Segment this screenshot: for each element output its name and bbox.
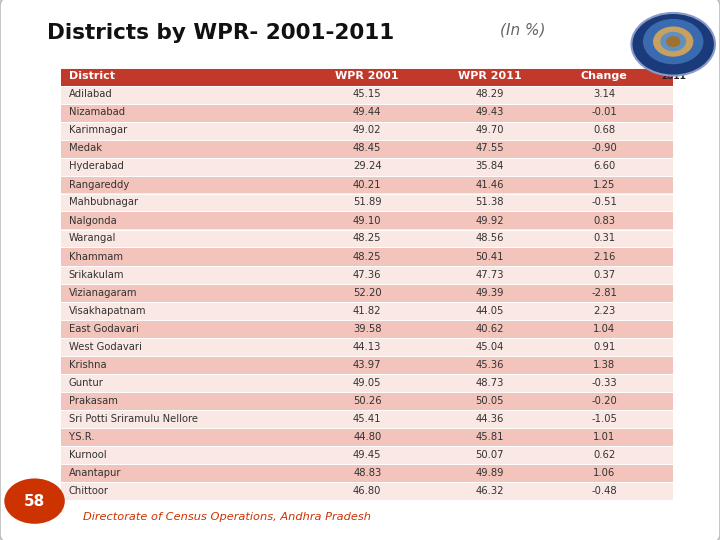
Text: 1.38: 1.38	[593, 360, 616, 369]
Text: 49.39: 49.39	[475, 287, 504, 298]
Text: 51.38: 51.38	[475, 198, 504, 207]
Text: 0.68: 0.68	[593, 125, 616, 136]
Bar	[61, 301, 673, 320]
Text: Districts by WPR- 2001-2011: Districts by WPR- 2001-2011	[47, 23, 394, 43]
Text: Y.S.R.: Y.S.R.	[68, 431, 95, 442]
Text: Directorate of Census Operations, Andhra Pradesh: Directorate of Census Operations, Andhra…	[83, 512, 371, 522]
Bar	[61, 122, 673, 139]
Bar	[61, 428, 673, 445]
Text: 45.36: 45.36	[475, 360, 504, 369]
Text: 45.41: 45.41	[353, 414, 382, 423]
Text: 49.89: 49.89	[475, 468, 504, 477]
Text: 6.60: 6.60	[593, 161, 616, 172]
Bar	[61, 139, 673, 158]
Text: 40.21: 40.21	[353, 179, 382, 190]
Text: 50.05: 50.05	[475, 395, 504, 406]
Text: 0.31: 0.31	[593, 233, 616, 244]
Text: 49.92: 49.92	[475, 215, 504, 226]
Text: 48.73: 48.73	[475, 377, 504, 388]
Bar	[61, 374, 673, 391]
Text: -1.05: -1.05	[591, 414, 617, 423]
Text: Change: Change	[581, 71, 628, 82]
Text: 44.05: 44.05	[475, 306, 504, 315]
Text: 44.80: 44.80	[353, 431, 382, 442]
Circle shape	[631, 13, 715, 76]
Text: -0.33: -0.33	[592, 377, 617, 388]
Text: 45.81: 45.81	[475, 431, 504, 442]
Text: Rangareddy: Rangareddy	[68, 179, 129, 190]
Text: 47.73: 47.73	[475, 269, 504, 280]
Text: 44.36: 44.36	[475, 414, 504, 423]
Circle shape	[643, 19, 703, 64]
Bar	[61, 355, 673, 374]
Bar	[61, 68, 673, 85]
Text: 46.80: 46.80	[353, 485, 382, 496]
Circle shape	[666, 36, 680, 47]
Text: 40.62: 40.62	[475, 323, 504, 334]
Text: 1.04: 1.04	[593, 323, 616, 334]
Text: 0.62: 0.62	[593, 449, 616, 460]
Text: 45.15: 45.15	[353, 90, 382, 99]
Text: 48.25: 48.25	[353, 233, 382, 244]
Text: 46.32: 46.32	[475, 485, 504, 496]
Text: West Godavari: West Godavari	[68, 341, 141, 352]
Text: 48.25: 48.25	[353, 252, 382, 261]
Text: 49.43: 49.43	[475, 107, 504, 118]
Text: -0.90: -0.90	[591, 144, 617, 153]
Text: 50.41: 50.41	[475, 252, 504, 261]
Text: 44.13: 44.13	[353, 341, 382, 352]
Text: 47.55: 47.55	[475, 144, 504, 153]
Circle shape	[4, 478, 65, 524]
Text: WPR 2001: WPR 2001	[336, 71, 399, 82]
Text: 41.82: 41.82	[353, 306, 382, 315]
Text: 45.04: 45.04	[475, 341, 504, 352]
Text: 52.20: 52.20	[353, 287, 382, 298]
Text: -0.51: -0.51	[591, 198, 617, 207]
Text: -0.48: -0.48	[592, 485, 617, 496]
Text: Kurnool: Kurnool	[68, 449, 106, 460]
Bar	[61, 482, 673, 500]
Text: 29.24: 29.24	[353, 161, 382, 172]
Text: Adilabad: Adilabad	[68, 90, 112, 99]
Bar	[61, 266, 673, 284]
Text: 51.89: 51.89	[353, 198, 382, 207]
Text: Srikakulam: Srikakulam	[68, 269, 124, 280]
Text: 0.37: 0.37	[593, 269, 616, 280]
Text: 1.01: 1.01	[593, 431, 616, 442]
Bar	[61, 230, 673, 247]
Text: Warangal: Warangal	[68, 233, 116, 244]
Bar	[61, 247, 673, 266]
Bar	[61, 176, 673, 193]
Circle shape	[660, 32, 686, 51]
Text: 0.91: 0.91	[593, 341, 616, 352]
Text: 2011: 2011	[661, 72, 685, 82]
Bar	[61, 212, 673, 230]
Text: 50.07: 50.07	[475, 449, 504, 460]
Text: 41.46: 41.46	[475, 179, 504, 190]
Bar	[61, 446, 673, 463]
Text: 49.45: 49.45	[353, 449, 382, 460]
Text: Vizianagaram: Vizianagaram	[68, 287, 137, 298]
Bar	[61, 338, 673, 355]
Text: 48.56: 48.56	[475, 233, 504, 244]
Text: 50.26: 50.26	[353, 395, 382, 406]
Text: Khammam: Khammam	[68, 252, 122, 261]
Text: Mahbubnagar: Mahbubnagar	[68, 198, 138, 207]
Text: 3.14: 3.14	[593, 90, 616, 99]
Text: 2.23: 2.23	[593, 306, 616, 315]
Text: -2.81: -2.81	[591, 287, 617, 298]
Text: Guntur: Guntur	[68, 377, 104, 388]
Bar	[61, 392, 673, 409]
Bar	[61, 158, 673, 176]
Text: -0.20: -0.20	[591, 395, 617, 406]
Text: 49.02: 49.02	[353, 125, 382, 136]
Text: 35.84: 35.84	[475, 161, 504, 172]
Text: -0.01: -0.01	[591, 107, 617, 118]
Bar	[61, 463, 673, 482]
Bar	[61, 193, 673, 212]
Text: 49.70: 49.70	[475, 125, 504, 136]
Bar	[61, 320, 673, 338]
Text: Chittoor: Chittoor	[68, 485, 109, 496]
Text: 1.25: 1.25	[593, 179, 616, 190]
